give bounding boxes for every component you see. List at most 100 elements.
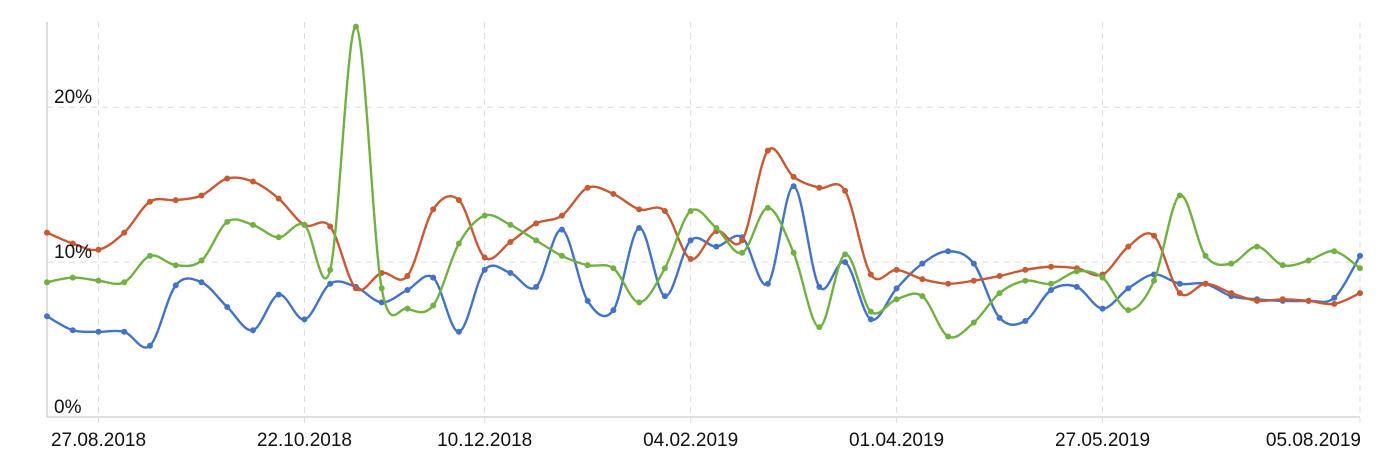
data-point-green [198,257,205,264]
data-point-red [1048,263,1055,270]
data-point-green [1202,252,1209,259]
data-point-red [687,256,694,262]
data-point-green [842,251,849,258]
data-point-blue [1073,283,1080,290]
data-point-green [224,218,231,225]
data-point-green [687,207,694,214]
data-point-green [816,324,823,331]
data-point-green [970,319,977,326]
data-point-red [1357,290,1363,297]
data-point-red [224,175,231,182]
data-point-blue [455,328,462,335]
data-point-green [1125,307,1132,314]
data-point-red [404,273,411,280]
data-point-green [69,274,76,281]
data-point-green [1151,277,1158,284]
data-point-red [1151,232,1158,239]
data-point-green [146,252,153,259]
data-point-red [764,147,771,154]
data-point-blue [95,328,102,335]
data-point-red [1331,300,1338,307]
data-point-green [636,299,643,306]
y-tick-label: 20% [54,87,92,108]
data-point-red [816,184,823,191]
x-tick-label: 22.10.2018 [257,430,352,451]
data-point-green [1022,277,1029,284]
data-point-green [327,266,334,273]
data-point-red [1176,290,1183,297]
data-point-green [945,333,952,340]
data-point-red [455,197,462,204]
x-tick-label: 05.08.2019 [1266,430,1361,451]
data-point-blue [945,248,952,255]
x-tick-label: 01.04.2019 [849,430,944,451]
data-point-green [867,308,874,315]
data-point-blue [713,243,720,250]
data-point-blue [1331,294,1338,301]
series-line-green [45,25,1362,339]
data-point-blue [1176,280,1183,287]
data-point-green [996,290,1003,297]
data-point-green [172,262,179,269]
data-point-green [378,285,385,292]
data-point-blue [842,259,849,266]
data-point-green [404,305,411,312]
data-point-red [790,173,797,180]
data-point-red [610,190,617,197]
data-point-red [842,187,849,194]
axis-layer [46,22,1360,418]
data-point-red [507,238,514,245]
series-line-red [45,147,1362,306]
data-point-red [584,184,591,191]
data-point-red [198,192,205,199]
data-point-blue [481,266,488,273]
data-point-red [636,206,643,213]
data-point-blue [1022,317,1029,324]
data-point-red [430,206,437,213]
data-point-green [301,221,308,228]
data-point-red [661,207,668,214]
data-point-red [172,197,179,204]
data-point-green [533,237,540,244]
data-point-blue [996,314,1003,321]
series-line-blue [45,184,1362,349]
data-point-green [249,221,256,228]
data-point-green [1048,280,1055,287]
y-tick-label: 10% [54,242,92,263]
data-point-green [275,234,282,241]
y-tick-label: 0% [54,397,82,418]
data-point-red [1228,290,1235,297]
data-point-green [507,221,514,228]
data-point-green [1176,192,1183,199]
data-point-blue [430,274,437,281]
data-point-green [661,265,668,272]
data-point-blue [507,269,514,276]
data-point-red [95,246,102,253]
data-point-green [121,279,128,286]
data-point-blue [327,280,334,287]
x-tick-label: 04.02.2019 [643,430,738,451]
data-point-blue [1125,285,1132,292]
x-tick-label: 27.08.2018 [51,430,146,451]
data-point-blue [44,313,50,320]
data-point-green [919,293,926,300]
data-point-blue [378,299,385,306]
data-point-green [1357,265,1363,272]
data-point-blue [224,304,231,311]
data-point-blue [1099,305,1106,312]
data-point-green [44,279,50,286]
data-point-red [533,220,540,227]
data-point-blue [919,260,926,267]
data-point-red [1305,297,1312,304]
data-point-red [867,271,874,278]
data-point-blue [533,283,540,290]
data-point-green [1073,268,1080,275]
data-point-blue [1048,286,1055,293]
data-point-green [1228,260,1235,267]
data-point-green [1331,248,1338,255]
data-point-green [1254,243,1261,250]
data-point-red [945,280,952,287]
data-point-blue [661,293,668,300]
data-point-red [481,254,488,261]
